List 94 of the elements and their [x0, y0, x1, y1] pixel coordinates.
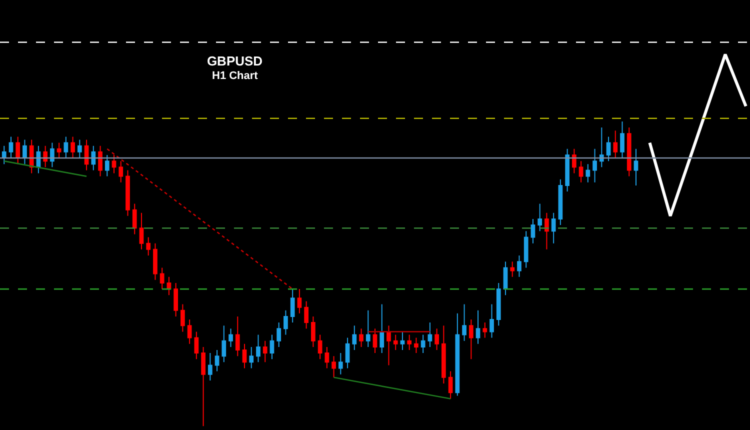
candlestick [201, 346, 206, 427]
candlestick [407, 334, 412, 350]
candlestick [558, 178, 563, 226]
candlestick [448, 370, 453, 400]
candlestick [112, 154, 116, 174]
candlestick [118, 160, 124, 183]
candlestick [530, 218, 536, 244]
candlestick [338, 352, 343, 375]
candlestick [572, 148, 576, 174]
candlestick [332, 356, 336, 378]
candlestick [442, 325, 446, 384]
candlestick [276, 322, 282, 348]
candlestick [434, 328, 439, 350]
candlestick [98, 145, 102, 177]
candlestick [208, 352, 212, 381]
candlestick [284, 310, 288, 336]
candlestick [22, 139, 27, 165]
chart-title: GBPUSD [206, 54, 263, 69]
candlestick [139, 212, 144, 250]
candlestick [496, 282, 501, 326]
candlestick [8, 136, 14, 159]
candlestick [187, 319, 192, 344]
candlestick [352, 325, 357, 350]
candlestick [455, 312, 460, 396]
candlestick [222, 325, 226, 363]
candlestick [43, 145, 48, 168]
candlestick [345, 337, 350, 369]
candlestick [420, 334, 426, 354]
candlestick [242, 343, 247, 369]
candlestick [126, 170, 130, 216]
candlestick [634, 148, 638, 186]
candlestick [29, 139, 34, 174]
candlestick [270, 334, 274, 360]
candlestick [462, 304, 466, 342]
candlestick [578, 160, 584, 183]
candlestick [544, 212, 549, 250]
candlestick [606, 136, 611, 162]
candlestick [366, 310, 370, 348]
candlestick [490, 304, 494, 338]
candlestick [613, 130, 618, 159]
candlestick [400, 331, 405, 350]
candlestick [551, 212, 556, 244]
candlestick [517, 255, 522, 278]
candlestick [132, 203, 137, 235]
candlestick [372, 328, 378, 354]
candlestick [16, 136, 20, 165]
candlestick [414, 337, 418, 354]
candlestick [626, 127, 632, 177]
candlestick [160, 267, 164, 290]
candlestick [56, 142, 62, 159]
candlestick [565, 148, 570, 192]
candlestick [592, 148, 597, 183]
candlestick [318, 334, 322, 360]
candlestick [2, 145, 6, 165]
candlestick [359, 328, 364, 348]
candlestick [386, 325, 391, 366]
candlestick [290, 288, 295, 324]
candlestick [586, 164, 590, 183]
candlestick [180, 304, 185, 332]
candlestick [482, 322, 488, 338]
candlestick [538, 203, 542, 232]
candlestick [70, 136, 75, 159]
candlestick [50, 142, 54, 168]
candlestick [297, 288, 302, 314]
candlestick [393, 334, 398, 350]
candlestick [214, 349, 220, 372]
candlestick [166, 276, 172, 296]
candlestick [91, 145, 96, 171]
candlestick [84, 139, 89, 171]
chart-subtitle: H1 Chart [212, 70, 258, 82]
candlestick [64, 136, 68, 159]
candlestick [228, 328, 233, 348]
candlestick [304, 300, 308, 330]
candlestick [599, 127, 604, 168]
candlestick [256, 334, 260, 363]
candlestick [235, 316, 240, 357]
candlestick [311, 316, 316, 348]
candlestick [174, 282, 178, 317]
candlestick [262, 340, 268, 363]
candlestick [380, 304, 384, 354]
candlestick [428, 322, 432, 348]
candlestick [194, 331, 199, 360]
candlestick [476, 310, 480, 344]
candlestick [324, 346, 330, 369]
candlestick [503, 261, 508, 296]
candlestick [620, 120, 624, 159]
candlestick [104, 154, 110, 177]
candlestick [249, 346, 254, 369]
candlestick [77, 139, 82, 159]
candlestick [146, 236, 151, 256]
candlestick [510, 261, 515, 278]
candlestick [153, 242, 158, 280]
candlestick [468, 319, 474, 360]
candlestick [524, 230, 528, 268]
